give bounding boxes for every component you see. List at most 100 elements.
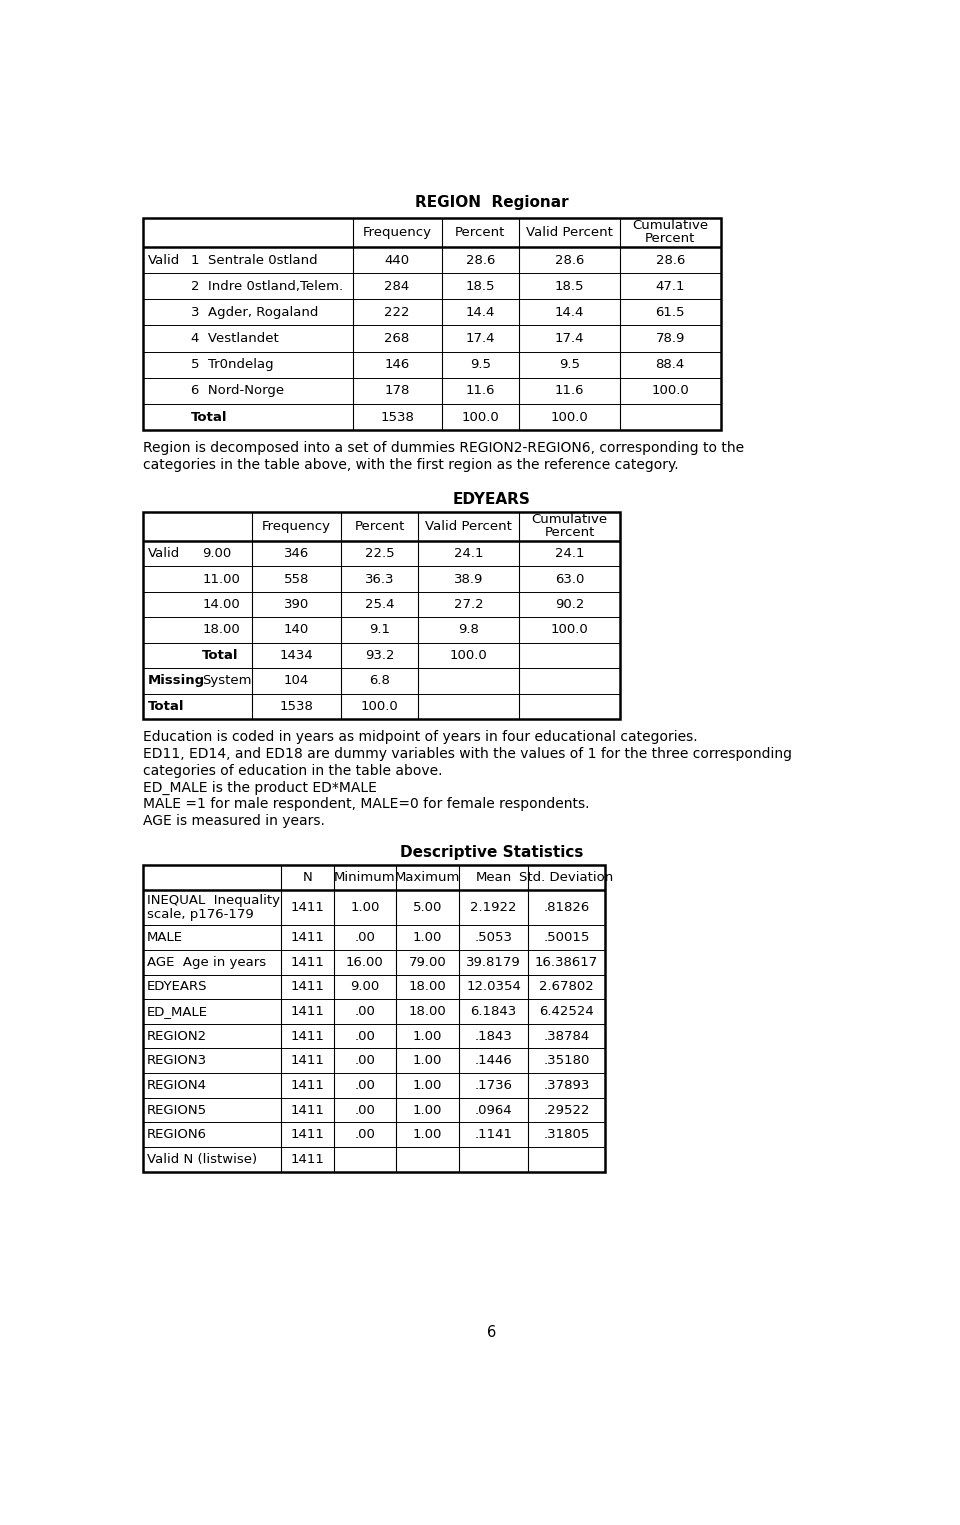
Text: System: System [203, 674, 252, 688]
Text: 12.0354: 12.0354 [467, 981, 521, 993]
Text: 14.4: 14.4 [466, 307, 495, 319]
Text: 6.1843: 6.1843 [470, 1005, 516, 1019]
Text: 1.00: 1.00 [413, 1054, 443, 1067]
Text: 100.0: 100.0 [450, 650, 488, 662]
Text: .00: .00 [354, 1005, 375, 1019]
Text: 18.5: 18.5 [466, 279, 495, 293]
Text: 63.0: 63.0 [555, 573, 585, 586]
Text: 284: 284 [384, 279, 410, 293]
Text: 11.00: 11.00 [203, 573, 240, 586]
Text: 1538: 1538 [279, 700, 313, 712]
Text: 1.00: 1.00 [413, 1080, 443, 1092]
Text: 3  Agder, Rogaland: 3 Agder, Rogaland [190, 307, 318, 319]
Text: 1.00: 1.00 [413, 1029, 443, 1043]
Text: 100.0: 100.0 [462, 410, 499, 424]
Text: Cumulative: Cumulative [532, 514, 608, 526]
Text: 79.00: 79.00 [409, 956, 446, 968]
Text: 5  Tr0ndelag: 5 Tr0ndelag [190, 358, 274, 371]
Text: REGION  Regionar: REGION Regionar [415, 195, 569, 209]
Text: Minimum: Minimum [334, 871, 396, 884]
Text: 6.8: 6.8 [370, 674, 390, 688]
Text: Total: Total [148, 700, 184, 712]
Text: 2  Indre 0stland,Telem.: 2 Indre 0stland,Telem. [190, 279, 343, 293]
Text: 1411: 1411 [291, 956, 324, 968]
Text: 1.00: 1.00 [413, 932, 443, 944]
Text: .00: .00 [354, 1029, 375, 1043]
Text: 558: 558 [283, 573, 309, 586]
Text: 1538: 1538 [380, 410, 414, 424]
Text: 38.9: 38.9 [454, 573, 484, 586]
Text: 24.1: 24.1 [454, 547, 484, 560]
Text: Valid Percent: Valid Percent [425, 520, 513, 532]
Text: categories in the table above, with the first region as the reference category.: categories in the table above, with the … [143, 458, 679, 471]
Text: REGION6: REGION6 [147, 1128, 207, 1141]
Text: REGION5: REGION5 [147, 1104, 207, 1116]
Text: Mean: Mean [475, 871, 512, 884]
Text: Cumulative: Cumulative [633, 220, 708, 232]
Text: REGION4: REGION4 [147, 1080, 207, 1092]
Text: 16.00: 16.00 [346, 956, 384, 968]
Text: .35180: .35180 [543, 1054, 589, 1067]
Text: 1.00: 1.00 [350, 901, 379, 913]
Text: Percent: Percent [645, 232, 695, 246]
Text: N: N [302, 871, 312, 884]
Text: 16.38617: 16.38617 [535, 956, 598, 968]
Text: ED11, ED14, and ED18 are dummy variables with the values of 1 for the three corr: ED11, ED14, and ED18 are dummy variables… [143, 747, 792, 761]
Text: 14.4: 14.4 [555, 307, 585, 319]
Text: 18.5: 18.5 [555, 279, 585, 293]
Text: 61.5: 61.5 [656, 307, 685, 319]
Text: ED_MALE: ED_MALE [147, 1005, 208, 1019]
Bar [143, 865, 605, 1171]
Text: 93.2: 93.2 [365, 650, 395, 662]
Text: 28.6: 28.6 [555, 253, 585, 267]
Text: 78.9: 78.9 [656, 332, 684, 345]
Text: 100.0: 100.0 [652, 384, 689, 398]
Text: 1411: 1411 [291, 901, 324, 913]
Text: 100.0: 100.0 [551, 410, 588, 424]
Text: Std. Deviation: Std. Deviation [519, 871, 613, 884]
Text: 9.8: 9.8 [458, 624, 479, 636]
Text: 6: 6 [488, 1325, 496, 1340]
Text: 1411: 1411 [291, 932, 324, 944]
Text: 14.00: 14.00 [203, 598, 240, 612]
Text: 6  Nord-Norge: 6 Nord-Norge [190, 384, 283, 398]
Text: Education is coded in years as midpoint of years in four educational categories.: Education is coded in years as midpoint … [143, 729, 698, 744]
Text: Missing: Missing [148, 674, 205, 688]
Text: 22.5: 22.5 [365, 547, 395, 560]
Text: 90.2: 90.2 [555, 598, 585, 612]
Text: 9.5: 9.5 [469, 358, 491, 371]
Text: 1.00: 1.00 [413, 1128, 443, 1141]
Text: 1411: 1411 [291, 1029, 324, 1043]
Text: 9.5: 9.5 [559, 358, 580, 371]
Text: 268: 268 [384, 332, 410, 345]
Text: 88.4: 88.4 [656, 358, 684, 371]
Text: categories of education in the table above.: categories of education in the table abo… [143, 764, 443, 778]
Text: 9.00: 9.00 [203, 547, 231, 560]
Text: 36.3: 36.3 [365, 573, 395, 586]
Text: 24.1: 24.1 [555, 547, 585, 560]
Text: 1434: 1434 [279, 650, 313, 662]
Text: Valid: Valid [148, 253, 180, 267]
Text: 1.00: 1.00 [413, 1104, 443, 1116]
Text: 2.67802: 2.67802 [539, 981, 594, 993]
Text: 100.0: 100.0 [361, 700, 398, 712]
Text: .37893: .37893 [543, 1080, 589, 1092]
Text: Region is decomposed into a set of dummies REGION2-REGION6, corresponding to the: Region is decomposed into a set of dummi… [143, 441, 744, 454]
Text: 1411: 1411 [291, 1054, 324, 1067]
Text: Frequency: Frequency [363, 226, 432, 239]
Text: 28.6: 28.6 [466, 253, 495, 267]
Text: scale, p176-179: scale, p176-179 [147, 909, 253, 921]
Text: 9.1: 9.1 [370, 624, 390, 636]
Text: 440: 440 [385, 253, 410, 267]
Text: .38784: .38784 [543, 1029, 589, 1043]
Text: 28.6: 28.6 [656, 253, 684, 267]
Text: .5053: .5053 [474, 932, 513, 944]
Text: 140: 140 [284, 624, 309, 636]
Text: Maximum: Maximum [395, 871, 461, 884]
Text: .00: .00 [354, 1128, 375, 1141]
Text: .1736: .1736 [474, 1080, 513, 1092]
Text: 39.8179: 39.8179 [467, 956, 521, 968]
Text: 1  Sentrale 0stland: 1 Sentrale 0stland [190, 253, 317, 267]
Text: .0964: .0964 [475, 1104, 513, 1116]
Text: Frequency: Frequency [262, 520, 331, 532]
